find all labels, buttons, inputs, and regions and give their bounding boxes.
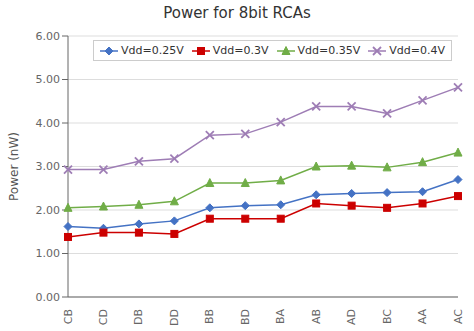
svg-text:BD: BD [239, 309, 252, 325]
svg-text:CB: CB [62, 309, 75, 324]
html-text:Power for 8bit RCAs: Power for 8bit RCAs [163, 4, 311, 22]
svg-text:AA: AA [416, 309, 429, 325]
svg-text:BB: BB [203, 309, 216, 324]
svg-text:4.00: 4.00 [36, 117, 61, 130]
html-text:Vdd=0.25V: Vdd=0.25V [121, 44, 184, 57]
svg-text:DB: DB [132, 309, 145, 325]
svg-text:AB: AB [310, 309, 323, 324]
svg-text:DD: DD [168, 309, 181, 326]
svg-text:AD: AD [345, 309, 358, 325]
svg-text:CD: CD [97, 309, 110, 325]
svg-text:3.00: 3.00 [36, 160, 61, 173]
svg-text:Power (nW): Power (nW) [8, 132, 21, 201]
svg-text:2.00: 2.00 [36, 204, 61, 217]
svg-text:5.00: 5.00 [36, 73, 61, 86]
svg-text:AC: AC [452, 309, 465, 324]
svg-text:BA: BA [274, 309, 287, 325]
svg-text:0.00: 0.00 [36, 291, 61, 304]
svg-text:6.00: 6.00 [36, 30, 61, 43]
svg-text:1.00: 1.00 [36, 247, 61, 260]
html-text:Vdd=0.35V: Vdd=0.35V [297, 44, 361, 57]
html-text:Vdd=0.3V: Vdd=0.3V [212, 44, 269, 57]
svg-text:BC: BC [381, 309, 394, 324]
html-text:Vdd=0.4V: Vdd=0.4V [389, 44, 445, 57]
